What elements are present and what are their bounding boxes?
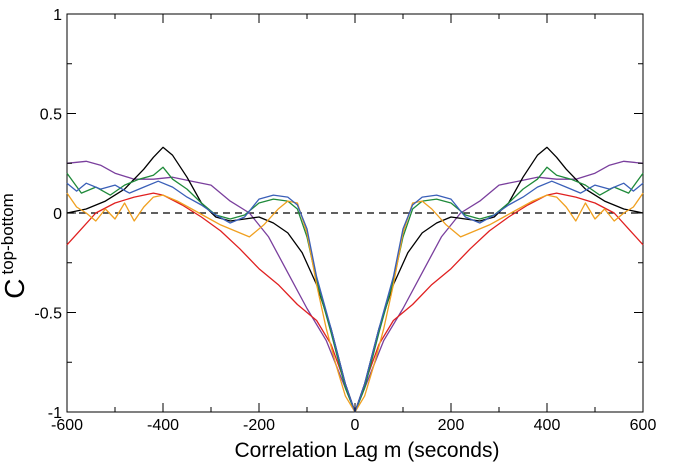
x-tick-labels: -600 -400 -200 0 200 400 600 — [51, 417, 656, 434]
x-tick-label: 600 — [630, 417, 657, 434]
x-tick-label: -200 — [243, 417, 275, 434]
x-tick-label: 0 — [351, 417, 360, 434]
x-tick-label: 200 — [438, 417, 465, 434]
x-axis-title: Correlation Lag m (seconds) — [235, 439, 500, 462]
y-tick-labels: -1 -0.5 0 0.5 1 — [34, 7, 62, 422]
y-tick-label: 1 — [53, 7, 62, 24]
y-tick-label: 0.5 — [40, 107, 62, 124]
x-tick-label: -600 — [51, 417, 83, 434]
y-tick-label: -1 — [48, 405, 62, 422]
y-axis-title-superscript: top-bottom — [0, 193, 17, 274]
y-axis-title: C top-bottom — [0, 193, 30, 299]
y-tick-label: -0.5 — [34, 306, 62, 323]
x-tick-label: -400 — [147, 417, 179, 434]
axis-ticks-layer — [66, 13, 644, 413]
x-tick-label: 400 — [534, 417, 561, 434]
y-tick-label: 0 — [53, 206, 62, 223]
svg-text:C top-bottom: C top-bottom — [0, 193, 30, 299]
y-axis-title-main: C — [0, 279, 30, 299]
